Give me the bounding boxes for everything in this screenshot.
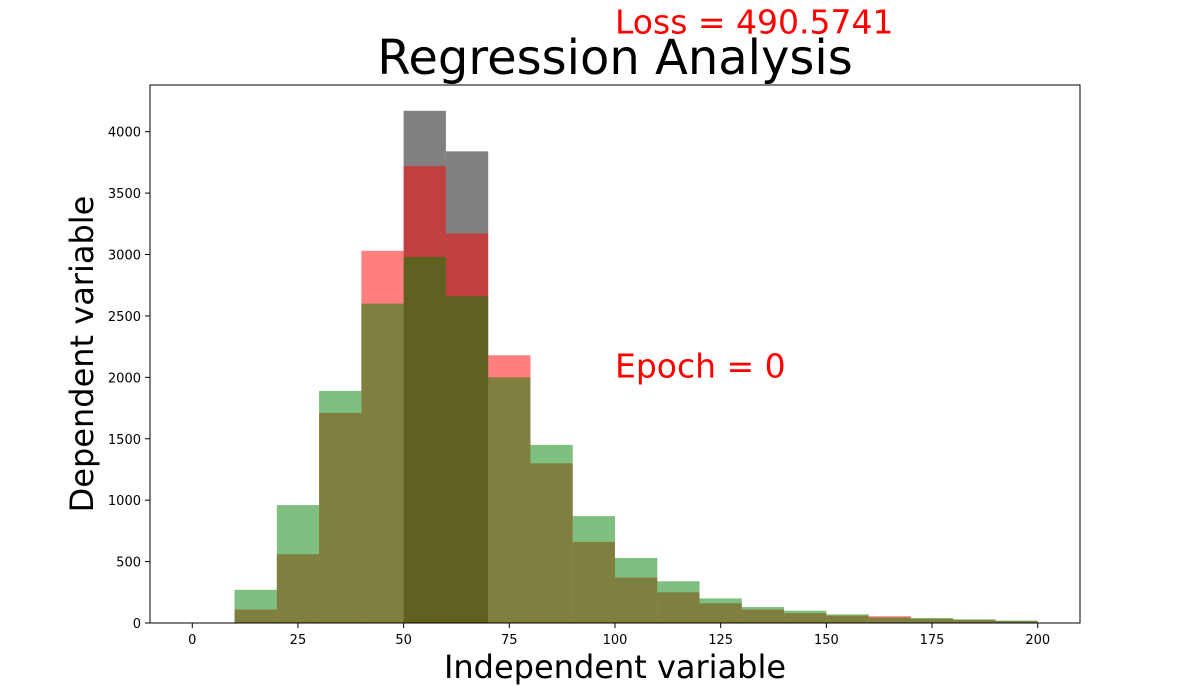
x-axis-ticks: 0 25 50 75 100 125 150 175 200 (188, 623, 1050, 648)
histogram-bar (445, 296, 489, 623)
x-tick-label: 25 (290, 633, 307, 648)
histogram-bar (784, 610, 827, 623)
histogram-bar (615, 557, 658, 623)
histogram-bar (572, 516, 615, 623)
epoch-annotation: Epoch = 0 (615, 346, 786, 385)
x-tick-label: 150 (814, 633, 839, 648)
bars-layer (234, 110, 1038, 624)
y-tick-label: 1000 (108, 494, 141, 509)
y-tick-label: 2000 (108, 371, 141, 386)
x-tick-label: 200 (1025, 633, 1050, 648)
y-tick-label: 2500 (108, 310, 141, 325)
histogram-bar (741, 607, 785, 623)
y-tick-label: 4000 (108, 126, 141, 141)
y-tick-label: 3500 (108, 187, 141, 202)
y-tick-label: 500 (116, 556, 141, 571)
x-tick-label: 50 (395, 633, 412, 648)
histogram-bar (319, 390, 362, 623)
histogram-bar (826, 614, 869, 623)
histogram-bar (868, 617, 911, 623)
histogram-bar (910, 618, 954, 623)
histogram-bar (530, 444, 573, 623)
histogram-bar (699, 598, 742, 623)
histogram-bar (657, 581, 700, 623)
y-axis-label: Dependent variable (63, 196, 101, 513)
y-tick-label: 3000 (108, 249, 141, 264)
y-axis-ticks: 0 500 1000 1500 2000 2500 3000 3500 4000 (108, 126, 150, 632)
x-tick-label: 0 (188, 633, 196, 648)
histogram-bar (403, 256, 446, 623)
histogram-bar (995, 620, 1038, 623)
x-tick-label: 75 (501, 633, 518, 648)
x-tick-label: 175 (920, 633, 945, 648)
y-tick-label: 1500 (108, 433, 141, 448)
x-tick-label: 100 (603, 633, 628, 648)
y-tick-label: 0 (133, 617, 141, 632)
histogram-bar (488, 377, 531, 623)
x-tick-label: 125 (708, 633, 733, 648)
histogram-bar (234, 589, 277, 623)
chart-title: Regression Analysis (377, 30, 853, 86)
histogram-bar (361, 303, 404, 623)
loss-annotation: Loss = 490.5741 (615, 2, 893, 41)
histogram-bar (276, 505, 320, 623)
x-axis-label: Independent variable (444, 648, 786, 686)
histogram-bar (953, 619, 996, 623)
